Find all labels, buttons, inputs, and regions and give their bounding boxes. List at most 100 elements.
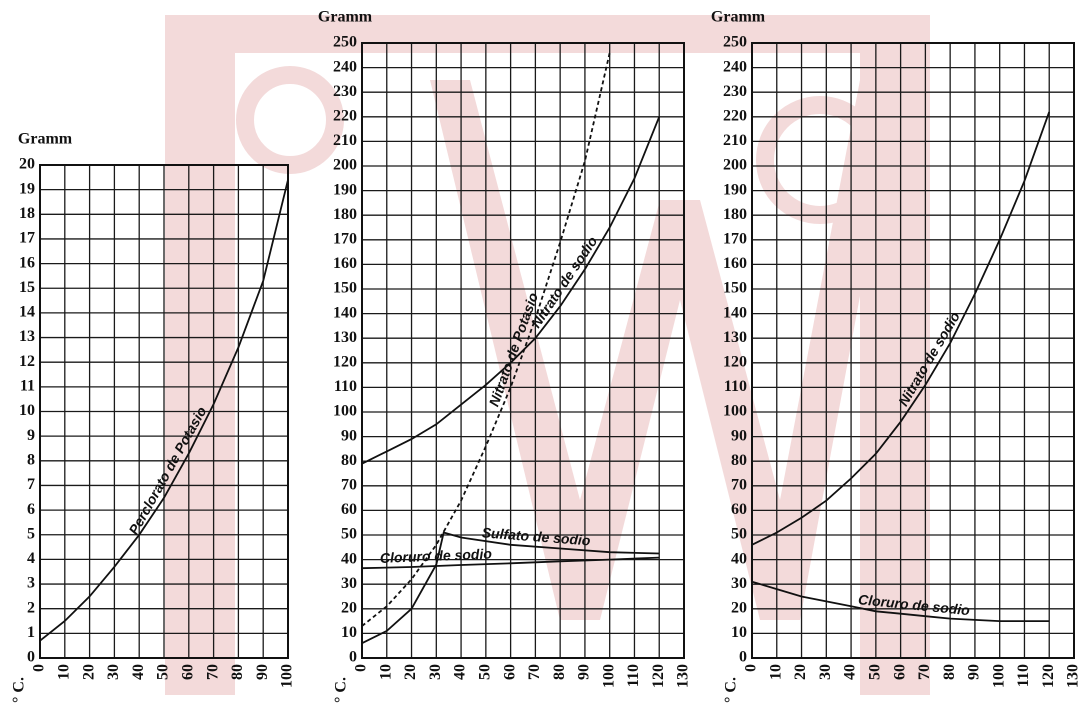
- x-tick-label: 110: [1015, 664, 1032, 687]
- y-tick-label: 210: [723, 132, 747, 149]
- y-tick-label: 110: [724, 378, 747, 395]
- y-tick-label: 80: [731, 452, 747, 469]
- x-axis-label: ° C.: [11, 677, 28, 703]
- y-tick-label: 180: [333, 206, 357, 223]
- y-tick-label: 60: [731, 501, 747, 518]
- x-tick-label: 20: [792, 664, 809, 680]
- x-tick-label: 0: [743, 664, 760, 672]
- x-tick-label: 130: [675, 664, 692, 688]
- y-tick-label: 10: [341, 624, 357, 641]
- y-tick-label: 5: [27, 525, 35, 542]
- y-tick-label: 190: [333, 181, 357, 198]
- y-tick-label: 30: [341, 575, 357, 592]
- y-tick-label: 4: [27, 550, 35, 567]
- y-axis-label: Gramm: [318, 9, 373, 26]
- x-tick-label: 50: [477, 664, 494, 680]
- x-tick-label: 80: [941, 664, 958, 680]
- x-tick-label: 60: [501, 664, 518, 680]
- x-tick-label: 100: [990, 664, 1007, 688]
- y-tick-label: 150: [333, 280, 357, 297]
- y-tick-label: 130: [333, 329, 357, 346]
- x-tick-label: 0: [31, 664, 48, 672]
- x-tick-label: 130: [1065, 664, 1082, 688]
- y-tick-label: 160: [723, 255, 747, 272]
- y-tick-label: 15: [19, 279, 35, 296]
- y-tick-label: 2: [27, 599, 35, 616]
- x-tick-label: 10: [55, 664, 72, 680]
- y-tick-label: 7: [27, 476, 35, 493]
- page: 0123456789101112131415161718192001020304…: [0, 0, 1083, 703]
- x-tick-label: 80: [551, 664, 568, 680]
- y-tick-label: 230: [723, 83, 747, 100]
- x-axis-label: ° C.: [333, 677, 350, 703]
- x-tick-label: 100: [279, 664, 296, 688]
- y-tick-label: 170: [333, 230, 357, 247]
- x-tick-label: 50: [155, 664, 172, 680]
- x-tick-label: 40: [130, 664, 147, 680]
- y-tick-label: 16: [19, 254, 35, 271]
- x-tick-label: 90: [576, 664, 593, 680]
- x-tick-label: 60: [891, 664, 908, 680]
- x-tick-label: 70: [204, 664, 221, 680]
- x-tick-label: 70: [916, 664, 933, 680]
- y-tick-label: 40: [341, 550, 357, 567]
- y-tick-label: 190: [723, 181, 747, 198]
- y-tick-label: 11: [20, 378, 35, 395]
- y-tick-label: 17: [19, 230, 35, 247]
- y-tick-label: 180: [723, 206, 747, 223]
- y-tick-label: 18: [19, 205, 35, 222]
- y-tick-label: 240: [723, 58, 747, 75]
- y-tick-label: 1: [27, 624, 35, 641]
- curve-label: Cloruro de sodio: [380, 545, 493, 565]
- x-tick-label: 40: [452, 664, 469, 680]
- y-tick-label: 110: [334, 378, 357, 395]
- y-tick-label: 9: [27, 427, 35, 444]
- x-tick-label: 30: [817, 664, 834, 680]
- y-tick-label: 70: [341, 476, 357, 493]
- x-tick-label: 10: [377, 664, 394, 680]
- x-tick-label: 50: [867, 664, 884, 680]
- y-tick-label: 20: [19, 156, 35, 173]
- y-tick-label: 12: [19, 353, 35, 370]
- y-tick-label: 150: [723, 280, 747, 297]
- y-tick-label: 140: [723, 304, 747, 321]
- y-tick-label: 130: [723, 329, 747, 346]
- y-tick-label: 10: [19, 402, 35, 419]
- x-tick-label: 10: [767, 664, 784, 680]
- y-tick-label: 20: [341, 599, 357, 616]
- x-tick-label: 20: [402, 664, 419, 680]
- y-tick-label: 14: [19, 304, 35, 321]
- x-tick-label: 120: [1040, 664, 1057, 688]
- x-tick-label: 30: [105, 664, 122, 680]
- x-tick-label: 40: [842, 664, 859, 680]
- y-tick-label: 90: [341, 427, 357, 444]
- y-tick-label: 0: [349, 649, 357, 666]
- y-tick-label: 90: [731, 427, 747, 444]
- y-tick-label: 100: [333, 403, 357, 420]
- y-axis-label: Gramm: [18, 131, 73, 148]
- y-tick-label: 0: [739, 649, 747, 666]
- y-tick-label: 30: [731, 575, 747, 592]
- y-tick-label: 210: [333, 132, 357, 149]
- x-tick-label: 100: [600, 664, 617, 688]
- y-tick-label: 70: [731, 476, 747, 493]
- y-tick-label: 220: [723, 107, 747, 124]
- x-tick-label: 120: [650, 664, 667, 688]
- y-tick-label: 3: [27, 575, 35, 592]
- y-tick-label: 230: [333, 83, 357, 100]
- y-tick-label: 200: [333, 157, 357, 174]
- x-tick-label: 90: [966, 664, 983, 680]
- y-tick-label: 80: [341, 452, 357, 469]
- y-tick-label: 250: [723, 34, 747, 51]
- y-tick-label: 220: [333, 107, 357, 124]
- x-tick-label: 20: [80, 664, 97, 680]
- x-tick-label: 30: [427, 664, 444, 680]
- y-tick-label: 50: [341, 526, 357, 543]
- y-tick-label: 170: [723, 230, 747, 247]
- x-tick-label: 90: [254, 664, 271, 680]
- y-tick-label: 20: [731, 599, 747, 616]
- x-tick-label: 80: [229, 664, 246, 680]
- y-tick-label: 50: [731, 526, 747, 543]
- x-tick-label: 60: [179, 664, 196, 680]
- y-tick-label: 0: [27, 649, 35, 666]
